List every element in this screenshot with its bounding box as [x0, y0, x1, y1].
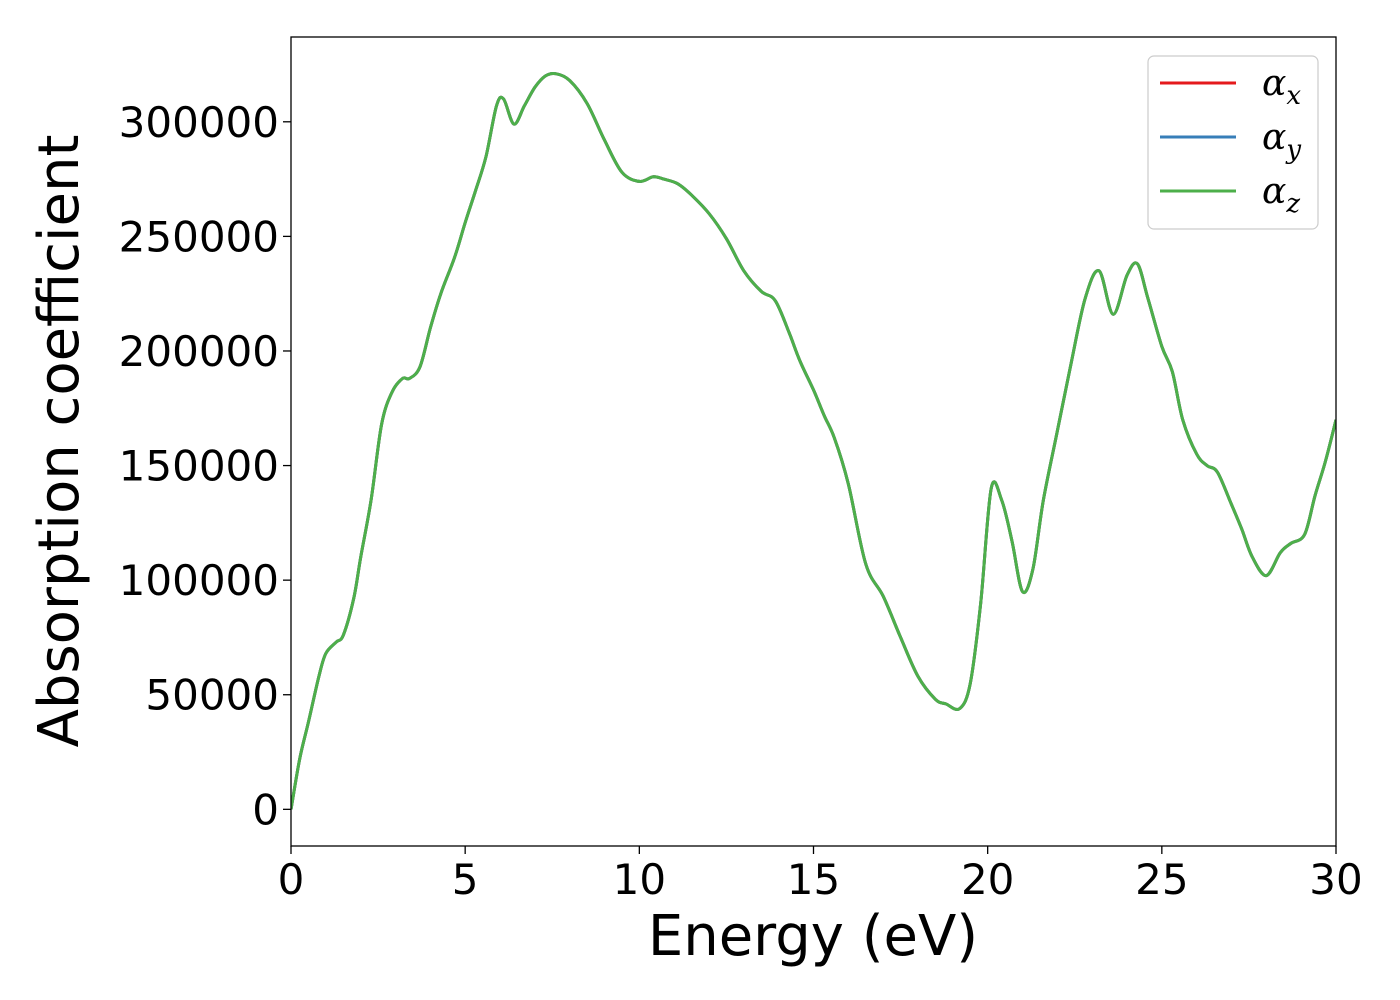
- legend-subscript: z: [1285, 189, 1300, 219]
- y-tick-label: 150000: [119, 442, 279, 491]
- legend-symbol: α: [1262, 171, 1286, 212]
- y-tick-label: 250000: [119, 212, 279, 261]
- legend-box: [1147, 55, 1319, 230]
- x-axis-title: Energy (eV): [648, 904, 978, 969]
- y-tick-label: 100000: [119, 556, 279, 605]
- series-line-z: [291, 71, 1336, 810]
- legend-subscript: x: [1286, 81, 1301, 111]
- legend-label-z: αz: [1262, 171, 1300, 219]
- legend-label-x: αx: [1262, 63, 1301, 111]
- legend-symbol: α: [1262, 117, 1286, 158]
- x-tick-label: 0: [278, 855, 305, 904]
- x-tick-label: 20: [961, 855, 1014, 904]
- y-tick-label: 50000: [145, 671, 279, 720]
- y-tick-label: 200000: [119, 327, 279, 376]
- x-tick-label: 30: [1309, 855, 1362, 904]
- legend-symbol: α: [1262, 63, 1286, 104]
- x-tick-label: 10: [613, 855, 666, 904]
- y-tick-label: 300000: [119, 98, 279, 147]
- y-axis: 0 50000 100000 150000 200000 250000 300000: [119, 98, 291, 834]
- legend-subscript: y: [1285, 135, 1301, 165]
- x-tick-label: 15: [787, 855, 840, 904]
- x-tick-label: 5: [452, 855, 479, 904]
- series-layer: [291, 71, 1336, 810]
- y-tick-label: 0: [252, 785, 279, 834]
- y-axis-title: Absorption coefficient: [27, 135, 92, 748]
- x-tick-label: 25: [1135, 855, 1188, 904]
- legend-label-y: αy: [1262, 117, 1301, 165]
- x-axis: 0 5 10 15 20 25 30: [278, 846, 1363, 904]
